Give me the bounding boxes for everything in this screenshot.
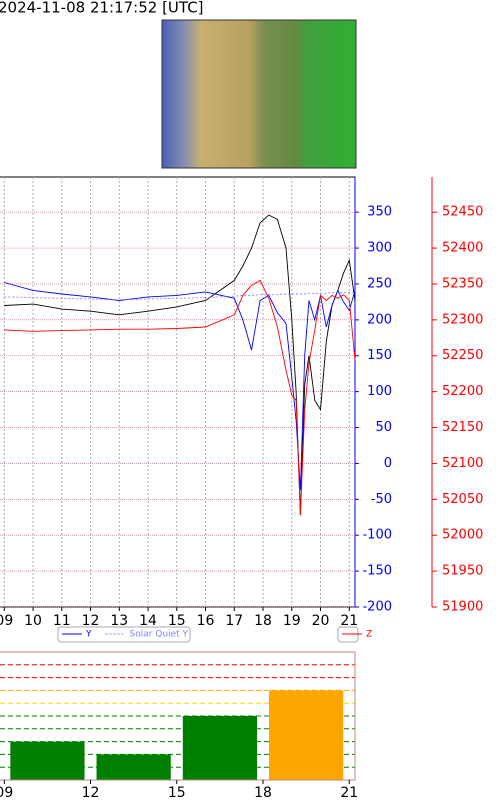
legend-label: Solar Quiet Y (130, 630, 189, 640)
x-tick-label: 16 (197, 613, 215, 629)
y2-tick-label: 52000 (442, 528, 483, 543)
y-tick-label: 100 (367, 384, 392, 399)
y-tick-label: 250 (367, 276, 392, 291)
x-tick-label: 09 (0, 613, 13, 629)
y-tick-label: 50 (375, 420, 392, 435)
y-tick-label: 0 (384, 456, 392, 471)
series-line (4, 214, 356, 516)
y2-tick-label: 52350 (442, 276, 483, 291)
kp-bar (10, 741, 85, 780)
y-tick-label: -100 (362, 528, 392, 543)
x-tick-label: 09 (0, 785, 13, 800)
x-tick-label: 18 (254, 785, 272, 800)
x-tick-label: 21 (340, 785, 358, 800)
x-tick-label: 21 (340, 613, 358, 629)
x-tick-label: 15 (168, 785, 186, 800)
y-tick-label: 150 (367, 348, 392, 363)
kp-bar (96, 754, 171, 780)
plot-frame (0, 176, 356, 608)
y2-tick-label: 52050 (442, 492, 483, 507)
legend-label: Z (366, 630, 372, 640)
x-tick-label: 18 (254, 613, 272, 629)
y-tick-label: -50 (371, 492, 392, 507)
x-tick-label: 19 (283, 613, 301, 629)
page-title: 2024-11-08 21:17:52 [UTC] (0, 0, 204, 17)
x-tick-label: 12 (82, 613, 100, 629)
kp-bar (182, 716, 258, 780)
y2-tick-label: 52450 (442, 205, 483, 220)
y2-tick-label: 52100 (442, 456, 483, 471)
x-tick-label: 13 (110, 613, 128, 629)
x-tick-label: 12 (82, 785, 100, 800)
series-line (4, 292, 355, 301)
y2-tick-label: 51950 (442, 564, 483, 579)
x-tick-label: 17 (225, 613, 243, 629)
legend-label: Y (85, 630, 92, 640)
x-tick-label: 11 (53, 613, 71, 629)
y2-tick-label: 51900 (442, 600, 483, 615)
y-tick-label: 300 (367, 241, 392, 256)
magnetometer-plot: 09 10 11 12 13 14 15 16 17 18 19 20 21 -200 -150 -100 -5… (0, 176, 483, 643)
x-tick-label: 10 (24, 613, 42, 629)
kp-bar (269, 690, 344, 780)
y2-tick-label: 52250 (442, 348, 483, 363)
y2-tick-label: 52300 (442, 312, 483, 327)
y-tick-label: -200 (362, 600, 392, 615)
x-tick-label: 14 (139, 613, 157, 629)
legend-box (57, 626, 191, 643)
spectrogram (162, 20, 356, 168)
x-tick-label: 20 (312, 613, 330, 629)
y-tick-label: -150 (362, 564, 392, 579)
y2-tick-label: 52400 (442, 241, 483, 256)
spectrogram-frame (161, 19, 357, 169)
y-tick-label: 350 (367, 205, 392, 220)
y2-tick-label: 52150 (442, 420, 483, 435)
kp-plot: 09 12 15 18 21 (0, 651, 358, 800)
series-line (4, 282, 356, 491)
x-tick-label: 15 (168, 613, 186, 629)
y2-tick-label: 52200 (442, 384, 483, 399)
series-line (4, 279, 356, 516)
y-tick-label: 200 (367, 312, 392, 327)
